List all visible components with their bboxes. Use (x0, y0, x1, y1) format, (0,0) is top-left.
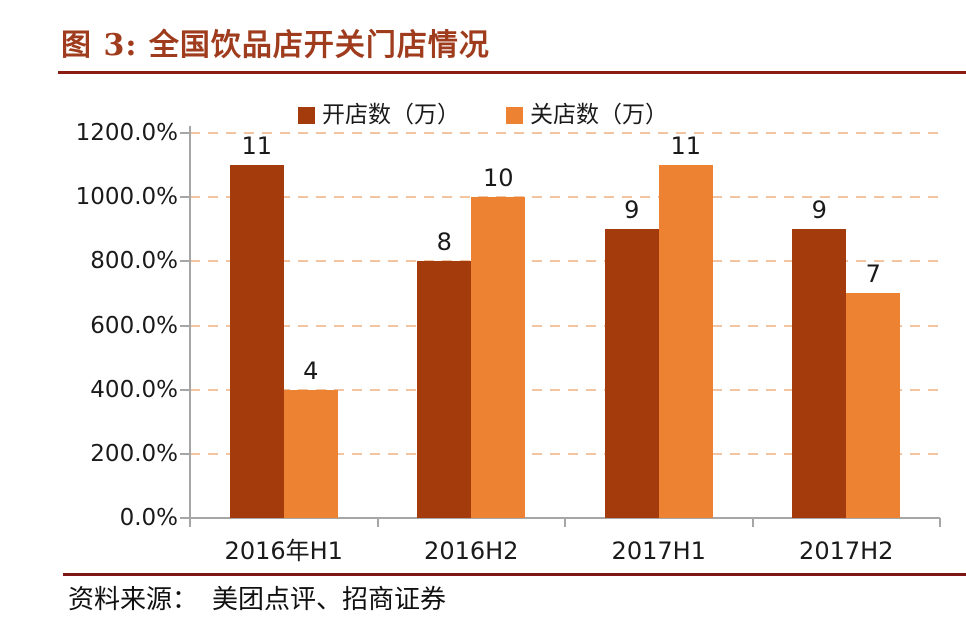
x-axis-category-label: 2017H2 (799, 537, 894, 565)
legend-item: 关店数（万） (506, 102, 668, 128)
bar-value-label: 7 (865, 260, 881, 289)
gridline (190, 324, 940, 327)
bar-open-2017H1 (604, 229, 659, 518)
y-axis-tick-label: 600.0% (90, 312, 178, 339)
y-axis-tick-label: 0.0% (119, 505, 178, 531)
source-note: 资料来源： 美团点评、招商证券 (68, 584, 948, 616)
title-underline (58, 71, 966, 74)
x-axis-tick (564, 518, 566, 527)
y-axis-tick (180, 517, 190, 519)
y-axis-tick-label: 1000.0% (75, 184, 178, 211)
bar-open-2017H2 (792, 229, 847, 518)
bar-value-label: 9 (624, 196, 640, 225)
x-axis-category-label: 2017H1 (611, 537, 706, 565)
y-axis-tick (180, 260, 190, 263)
bar-close-2016H2 (471, 197, 526, 518)
bar-close-2017H2 (846, 293, 901, 518)
y-axis-tick (180, 452, 190, 455)
y-axis-tick-label: 800.0% (90, 248, 178, 275)
x-axis-tick (189, 518, 191, 527)
y-axis-line (189, 126, 191, 519)
bar-value-label: 11 (241, 132, 273, 161)
gridline (190, 260, 940, 263)
bar-value-label: 9 (811, 196, 827, 225)
y-axis-tick (180, 388, 190, 391)
x-axis-tick (376, 518, 379, 527)
x-axis-tick (939, 518, 941, 527)
figure-title: 图 3: 全国饮品店开关门店情况 (61, 28, 490, 63)
footer-divider (63, 573, 966, 576)
gridline (190, 388, 940, 391)
y-axis-tick-label: 400.0% (90, 376, 178, 403)
y-axis-tick-label: 1200.0% (75, 120, 178, 146)
legend-label: 开店数（万） (322, 102, 460, 128)
legend-label: 关店数（万） (530, 102, 668, 128)
y-axis-tick (180, 132, 190, 134)
y-axis-tick (180, 196, 190, 199)
legend-item: 开店数（万） (298, 102, 460, 128)
y-axis-tick (180, 324, 190, 327)
bar-open-2016H2 (417, 261, 472, 518)
bar-value-label: 8 (436, 228, 452, 257)
legend-swatch-icon (506, 106, 523, 124)
source-label: 资料来源： (68, 585, 199, 615)
source-text: 美团点评、招商证券 (212, 585, 447, 615)
y-axis-tick-label: 200.0% (90, 440, 178, 467)
bar-value-label: 11 (670, 132, 702, 161)
x-axis-tick (751, 518, 754, 527)
bar-close-2017H1 (658, 165, 713, 518)
x-axis-category-label: 2016H2 (424, 537, 519, 565)
gridline (190, 132, 940, 134)
gridline (190, 196, 940, 199)
bar-open-2016年H1 (229, 165, 284, 518)
chart-legend: 开店数（万） 关店数（万） (0, 102, 966, 128)
bar-value-label: 4 (303, 356, 319, 385)
bar-close-2016年H1 (283, 389, 338, 518)
gridline (190, 452, 940, 455)
x-axis-category-label: 2016年H1 (224, 537, 343, 565)
legend-swatch-icon (298, 106, 315, 124)
bar-value-label: 10 (482, 164, 514, 193)
